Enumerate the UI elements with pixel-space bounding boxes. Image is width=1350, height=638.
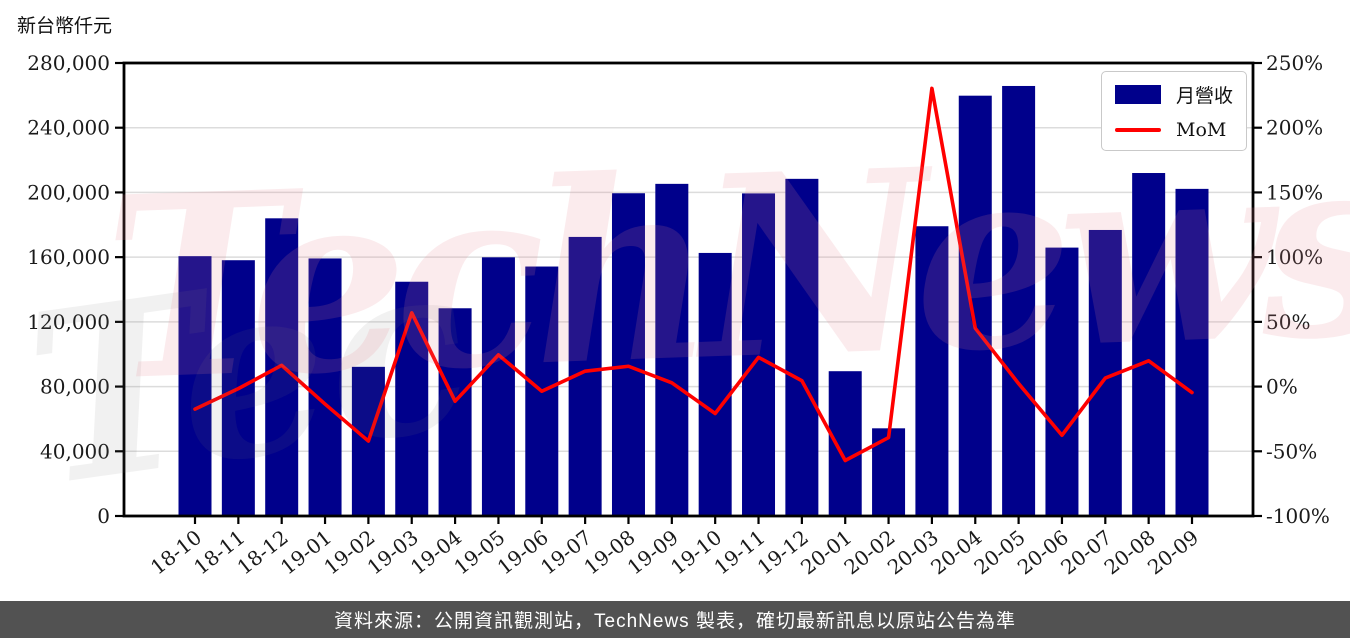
svg-text:40,000: 40,000 [40, 439, 110, 463]
legend-swatch-revenue [1115, 85, 1161, 104]
revenue-mom-chart: 0 40,000 80,000 120,000 160,000 200,000 240,00… [27, 51, 1330, 579]
footer-bar: 資料來源：公開資訊觀測站，TechNews 製表，確切最新訊息以原站公告為準 [0, 601, 1350, 638]
svg-text:250%: 250% [1266, 51, 1323, 75]
svg-text:0: 0 [97, 504, 110, 528]
legend-row-mom: MoM [1115, 119, 1233, 141]
svg-text:200,000: 200,000 [27, 180, 110, 204]
svg-text:150%: 150% [1266, 180, 1323, 204]
legend-row-revenue: 月營收 [1115, 81, 1233, 108]
svg-text:200%: 200% [1266, 116, 1323, 140]
legend: 月營收 MoM [1101, 71, 1247, 151]
svg-text:160,000: 160,000 [27, 245, 110, 269]
svg-text:100%: 100% [1266, 245, 1323, 269]
legend-mom-label: MoM [1176, 119, 1227, 141]
legend-revenue-label: 月營收 [1176, 85, 1234, 107]
svg-text:-100%: -100% [1266, 504, 1330, 528]
svg-text:240,000: 240,000 [27, 116, 110, 140]
svg-text:-50%: -50% [1266, 439, 1317, 463]
svg-text:80,000: 80,000 [40, 375, 110, 399]
plot-area: 0 40,000 80,000 120,000 160,000 200,000 240,00… [27, 51, 1330, 579]
svg-text:20-09: 20-09 [1143, 525, 1203, 579]
footer-text: 資料來源：公開資訊觀測站，TechNews 製表，確切最新訊息以原站公告為準 [334, 611, 1016, 632]
svg-text:120,000: 120,000 [27, 310, 110, 334]
svg-text:50%: 50% [1266, 310, 1310, 334]
svg-text:0%: 0% [1266, 375, 1298, 399]
legend-swatch-mom [1115, 128, 1161, 132]
left-axis-unit-label: 新台幣仟元 [17, 16, 113, 37]
svg-text:280,000: 280,000 [27, 51, 110, 75]
